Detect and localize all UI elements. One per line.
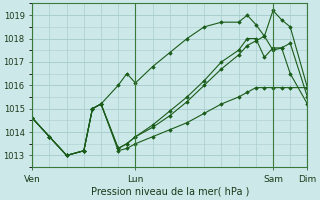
X-axis label: Pression niveau de la mer( hPa ): Pression niveau de la mer( hPa ) [91, 187, 249, 197]
